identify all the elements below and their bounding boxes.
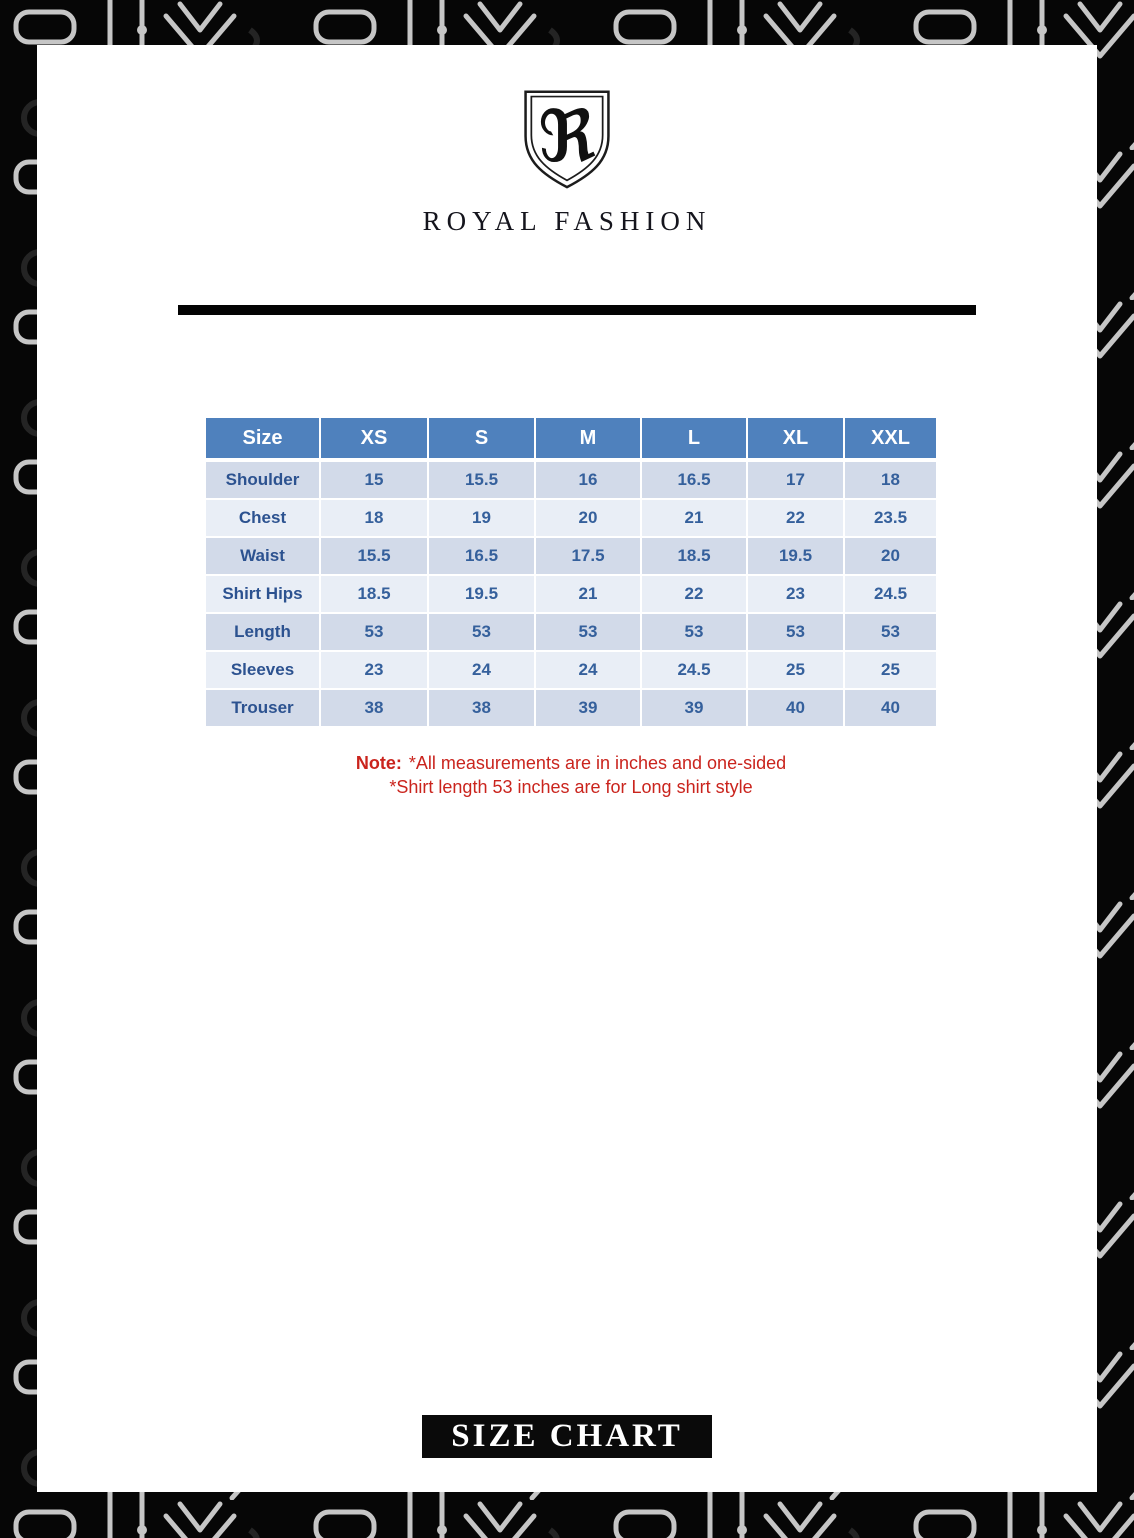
measurement-cell: 53 — [321, 614, 429, 652]
measurement-cell: 40 — [748, 690, 845, 728]
measurement-cell: 38 — [321, 690, 429, 728]
table-row-waist: Waist 15.5 16.5 17.5 18.5 19.5 20 — [206, 538, 936, 576]
measurement-cell: 38 — [429, 690, 536, 728]
measurement-cell: 17.5 — [536, 538, 642, 576]
column-header-xl: XL — [748, 418, 845, 462]
measurement-cell: 20 — [536, 500, 642, 538]
measurement-cell: 19.5 — [748, 538, 845, 576]
header-row: Size XS S M L XL XXL — [206, 418, 936, 462]
row-label: Shirt Hips — [206, 576, 321, 614]
brand-monogram: ℜ — [538, 95, 596, 178]
size-table: Size XS S M L XL XXL Shoulder 15 15.5 16 16.5 17 18 Ch… — [206, 418, 936, 728]
measurement-cell: 25 — [845, 652, 936, 690]
row-label: Sleeves — [206, 652, 321, 690]
measurement-cell: 16.5 — [429, 538, 536, 576]
table-row-chest: Chest 18 19 20 21 22 23.5 — [206, 500, 936, 538]
brand-name: ROYAL FASHION — [422, 206, 712, 236]
measurement-cell: 18.5 — [321, 576, 429, 614]
measurement-cell: 17 — [748, 462, 845, 500]
measurement-cell: 16 — [536, 462, 642, 500]
measurement-cell: 15.5 — [429, 462, 536, 500]
row-label: Waist — [206, 538, 321, 576]
measurement-cell: 24 — [536, 652, 642, 690]
column-header-xxl: XXL — [845, 418, 936, 462]
measurement-cell: 24.5 — [642, 652, 748, 690]
measurement-cell: 53 — [845, 614, 936, 652]
measurement-cell: 16.5 — [642, 462, 748, 500]
measurement-cell: 19.5 — [429, 576, 536, 614]
measurement-cell: 22 — [642, 576, 748, 614]
size-table-wrap: Size XS S M L XL XXL Shoulder 15 15.5 16 16.5 17 18 Ch… — [206, 418, 936, 728]
measurement-cell: 21 — [642, 500, 748, 538]
row-label: Chest — [206, 500, 321, 538]
note-prefix: Note: — [355, 753, 402, 773]
note-line2: *Shirt length 53 inches are for Long shi… — [389, 777, 753, 797]
measurement-note: Note: *All measurements are in inches and… — [206, 751, 936, 799]
row-label: Length — [206, 614, 321, 652]
column-header-m: M — [536, 418, 642, 462]
measurement-cell: 23.5 — [845, 500, 936, 538]
measurement-cell: 40 — [845, 690, 936, 728]
measurement-cell: 24.5 — [845, 576, 936, 614]
row-label: Shoulder — [206, 462, 321, 500]
column-header-l: L — [642, 418, 748, 462]
note-line1: *All measurements are in inches and one-… — [408, 753, 787, 773]
brand-shield-icon: ℜ — [524, 90, 610, 189]
measurement-cell: 20 — [845, 538, 936, 576]
measurement-cell: 39 — [536, 690, 642, 728]
table-row-shirt-hips: Shirt Hips 18.5 19.5 21 22 23 24.5 — [206, 576, 936, 614]
size-chart-banner: SIZE CHART — [422, 1415, 712, 1458]
measurement-cell: 53 — [642, 614, 748, 652]
measurement-cell: 15.5 — [321, 538, 429, 576]
brand-logo: ℜ ROYAL FASHION — [37, 85, 1097, 237]
measurement-cell: 24 — [429, 652, 536, 690]
table-row-sleeves: Sleeves 23 24 24 24.5 25 25 — [206, 652, 936, 690]
column-header-size: Size — [206, 418, 321, 462]
measurement-cell: 23 — [321, 652, 429, 690]
measurement-cell: 18 — [321, 500, 429, 538]
divider-bar — [178, 305, 976, 315]
column-header-xs: XS — [321, 418, 429, 462]
measurement-cell: 18.5 — [642, 538, 748, 576]
size-chart-title: SIZE CHART — [451, 1418, 683, 1454]
measurement-cell: 15 — [321, 462, 429, 500]
measurement-cell: 22 — [748, 500, 845, 538]
measurement-cell: 53 — [429, 614, 536, 652]
measurement-cell: 18 — [845, 462, 936, 500]
table-row-length: Length 53 53 53 53 53 53 — [206, 614, 936, 652]
column-header-s: S — [429, 418, 536, 462]
measurement-cell: 21 — [536, 576, 642, 614]
measurement-cell: 19 — [429, 500, 536, 538]
measurement-cell: 39 — [642, 690, 748, 728]
page: ℜ ROYAL FASHION Size XS S M L XL XXL Shoulder 15… — [37, 45, 1097, 1492]
measurement-cell: 25 — [748, 652, 845, 690]
measurement-cell: 53 — [536, 614, 642, 652]
table-row-trouser: Trouser 38 38 39 39 40 40 — [206, 690, 936, 728]
measurement-cell: 23 — [748, 576, 845, 614]
table-row-shoulder: Shoulder 15 15.5 16 16.5 17 18 — [206, 462, 936, 500]
row-label: Trouser — [206, 690, 321, 728]
measurement-cell: 53 — [748, 614, 845, 652]
